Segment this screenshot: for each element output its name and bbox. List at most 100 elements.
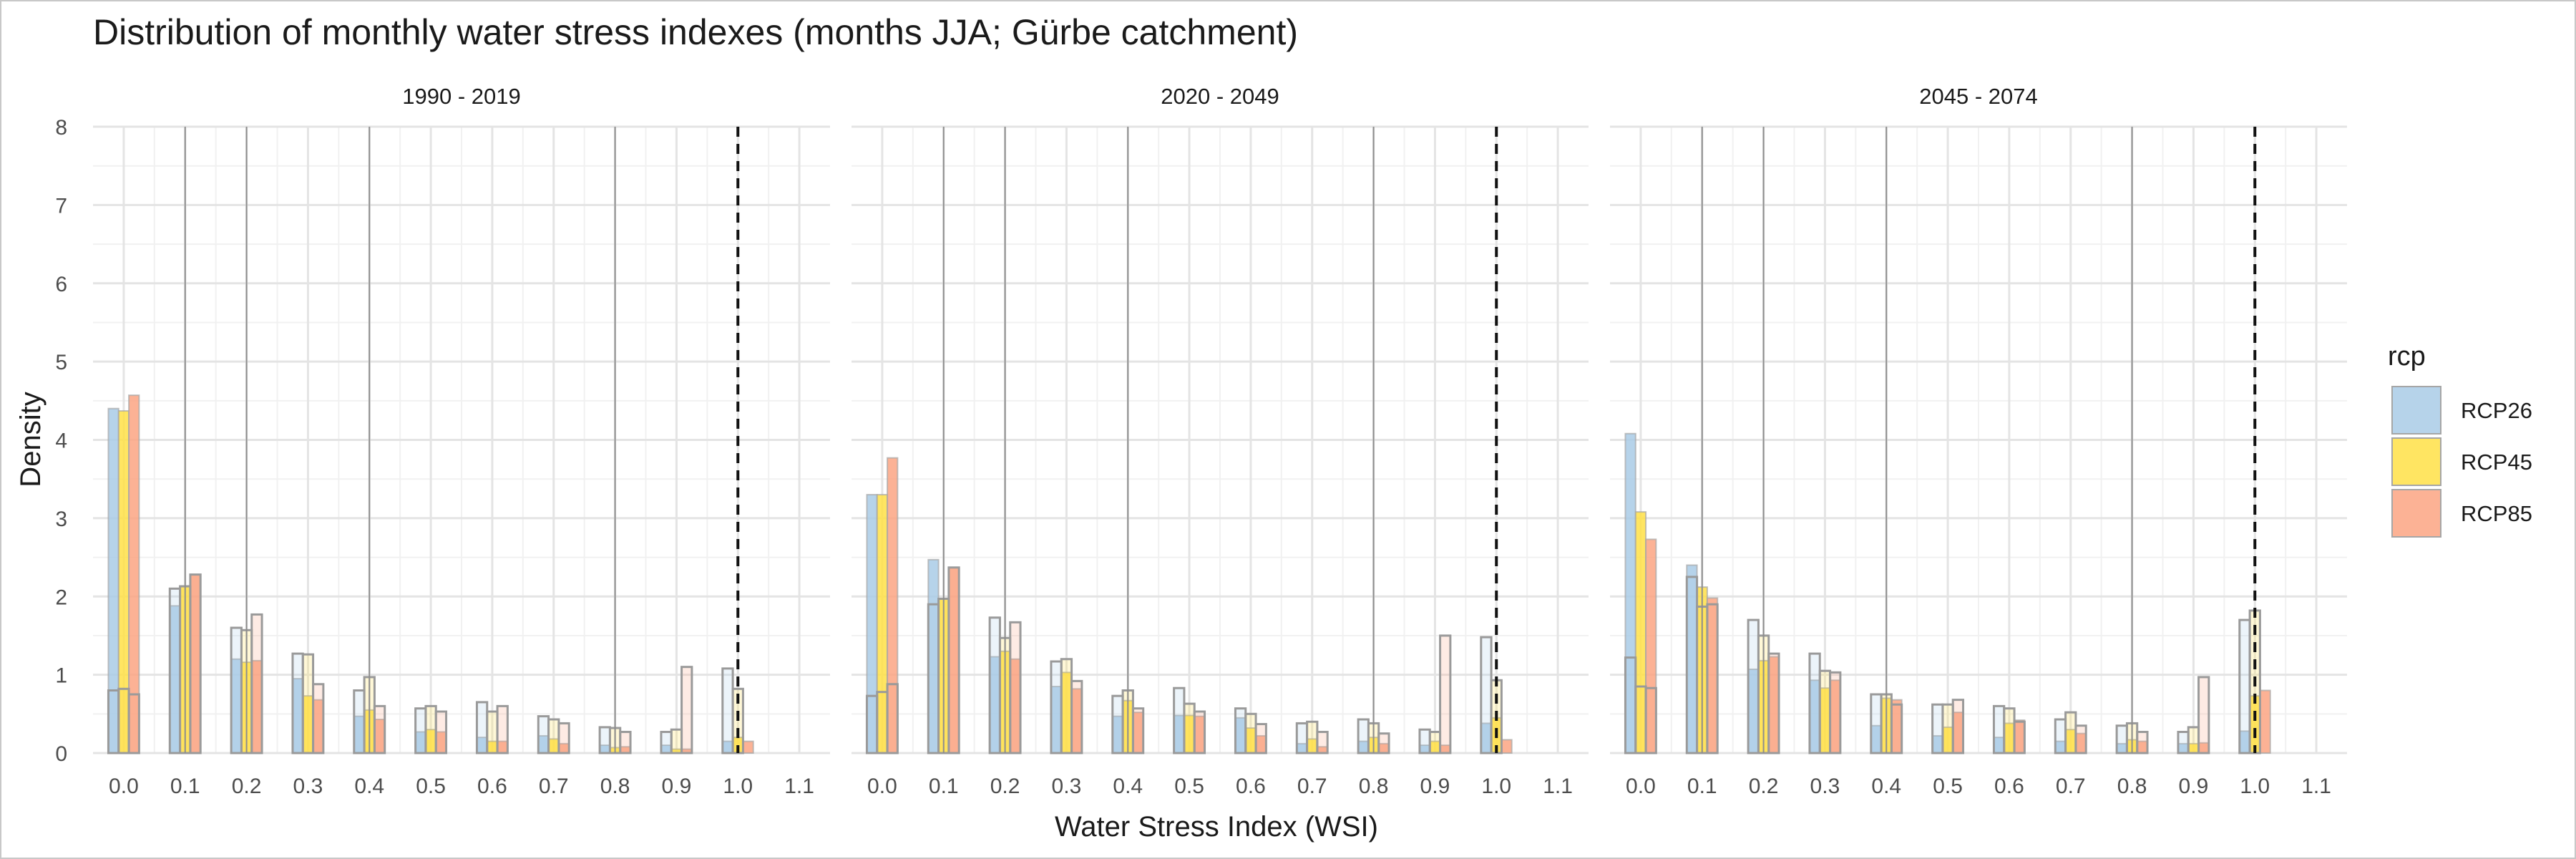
bar-outline (1480, 636, 1493, 754)
bar-outline (865, 694, 879, 754)
bar-outline (927, 603, 940, 754)
bar-outline (2177, 730, 2190, 754)
bar-outline (1951, 699, 1965, 754)
x-tick-label: 0.8 (2117, 775, 2147, 798)
facet-panels: 1990 - 2019 0.0 0.1 0.2 0.3 0.4 0.5 0.6 0.7 0.8 0.… (55, 84, 2347, 798)
bar-outline (301, 653, 315, 754)
bar-outline (1377, 732, 1390, 754)
bar-outline (1193, 710, 1206, 754)
x-tick-label: 0.0 (867, 775, 897, 798)
facet-panel-3: 2045 - 2074 0.0 0.1 0.2 0.3 0.4 0.5 0.6 0.7 0.8 0.… (1610, 84, 2347, 798)
x-tick-label: 0.1 (1687, 775, 1717, 798)
bar-outline (1070, 679, 1083, 754)
x-tick-label: 0.9 (1420, 775, 1450, 798)
bar-outline (496, 704, 509, 754)
bar-outline (598, 726, 611, 754)
bar-outline (660, 730, 673, 754)
bar-outline (127, 693, 140, 754)
y-tick-label: 8 (55, 116, 67, 140)
bar-outline (189, 573, 202, 754)
bar-outline (1131, 707, 1145, 754)
bar-outline (1244, 712, 1257, 754)
bar-outline (291, 652, 304, 754)
x-tick-label: 0.8 (1359, 775, 1389, 798)
x-tick-label: 0.6 (1236, 775, 1266, 798)
legend-label: RCP26 (2461, 398, 2532, 423)
bar-outline (1890, 703, 1903, 754)
bar-outline (1234, 707, 1247, 754)
bar-outline (876, 691, 889, 754)
x-tick-label: 1.0 (2240, 775, 2270, 798)
x-tick-label: 1.1 (784, 775, 814, 798)
bar-outline (2187, 726, 2200, 754)
x-tick-label: 1.1 (1543, 775, 1573, 798)
bar-outline (1111, 694, 1124, 754)
bar-outline (434, 710, 448, 754)
bar-outline (680, 666, 693, 754)
bar-outline (886, 683, 899, 754)
x-tick-label: 0.4 (354, 775, 384, 798)
bar-outline (424, 704, 437, 754)
legend-swatch (2391, 489, 2441, 538)
bar-outline (1644, 686, 1657, 754)
x-tick-label: 0.9 (2179, 775, 2209, 798)
bar-outline (475, 701, 489, 754)
x-tick-label: 1.1 (2301, 775, 2331, 798)
bar-outline (1316, 730, 1329, 754)
bar-outline (1060, 658, 1073, 754)
bar-outline (1306, 720, 1319, 754)
facet-panel-2: 2020 - 2049 0.0 0.1 0.2 0.3 0.4 0.5 0.6 0.7 0.8 0.… (852, 84, 1589, 798)
facet-panel-1: 1990 - 2019 0.0 0.1 0.2 0.3 0.4 0.5 0.6 0.7 0.8 0.… (93, 84, 830, 798)
bar-outline (1992, 704, 2006, 754)
bar-outline (2115, 724, 2128, 754)
bar-outline (1870, 693, 1883, 754)
y-tick-label: 4 (55, 430, 67, 453)
bar-outline (414, 707, 427, 754)
y-tick-label: 5 (55, 351, 67, 374)
bar-outline (1183, 702, 1196, 754)
bar-rcp85 (1501, 739, 1513, 754)
bar-outline (107, 689, 120, 754)
bar-outline (1685, 576, 1699, 754)
x-axis-title: Water Stress Index (WSI) (1055, 811, 1378, 843)
bar-outline (230, 626, 243, 754)
x-tick-label: 0.0 (1626, 775, 1656, 798)
bar-outline (1941, 703, 1954, 754)
x-tick-label: 1.0 (1481, 775, 1511, 798)
y-tick-label: 6 (55, 273, 67, 296)
x-tick-label: 0.9 (662, 775, 692, 798)
bar-rcp85 (742, 740, 754, 754)
x-tick-label: 0.4 (1113, 775, 1143, 798)
legend-item: RCP85 (2391, 489, 2532, 538)
bar-outline (721, 667, 734, 754)
facet-strip-label: 1990 - 2019 (402, 84, 520, 109)
x-tick-label: 0.3 (293, 775, 323, 798)
bar-outline (312, 683, 325, 754)
x-tick-label: 0.1 (929, 775, 959, 798)
legend-items: RCP26 RCP45 RCP85 (2391, 386, 2532, 538)
bar-rcp85 (2259, 689, 2271, 754)
facet-strip-label: 2020 - 2049 (1161, 84, 1279, 109)
x-tick-label: 0.2 (232, 775, 262, 798)
bar-outline (2238, 618, 2251, 754)
legend-label: RCP85 (2461, 501, 2532, 526)
x-tick-label: 0.4 (1871, 775, 1901, 798)
bar-outline (2013, 720, 2026, 754)
bar-outline (2074, 724, 2087, 754)
bar-outline (1808, 652, 1821, 754)
bar-outline (947, 566, 960, 754)
bar-outline (1418, 728, 1431, 754)
bar-outline (2197, 676, 2210, 754)
legend-label: RCP45 (2461, 450, 2532, 475)
bar-outline (1050, 660, 1063, 754)
y-tick-label: 2 (55, 586, 67, 609)
bar-outline (1173, 686, 1186, 754)
x-tick-label: 0.7 (1297, 775, 1327, 798)
bar-outline (1357, 718, 1370, 754)
bar-outline (1295, 722, 1309, 754)
bar-outline (1931, 703, 1944, 754)
bar-outline (2054, 718, 2067, 754)
bar-outline (2136, 730, 2149, 754)
